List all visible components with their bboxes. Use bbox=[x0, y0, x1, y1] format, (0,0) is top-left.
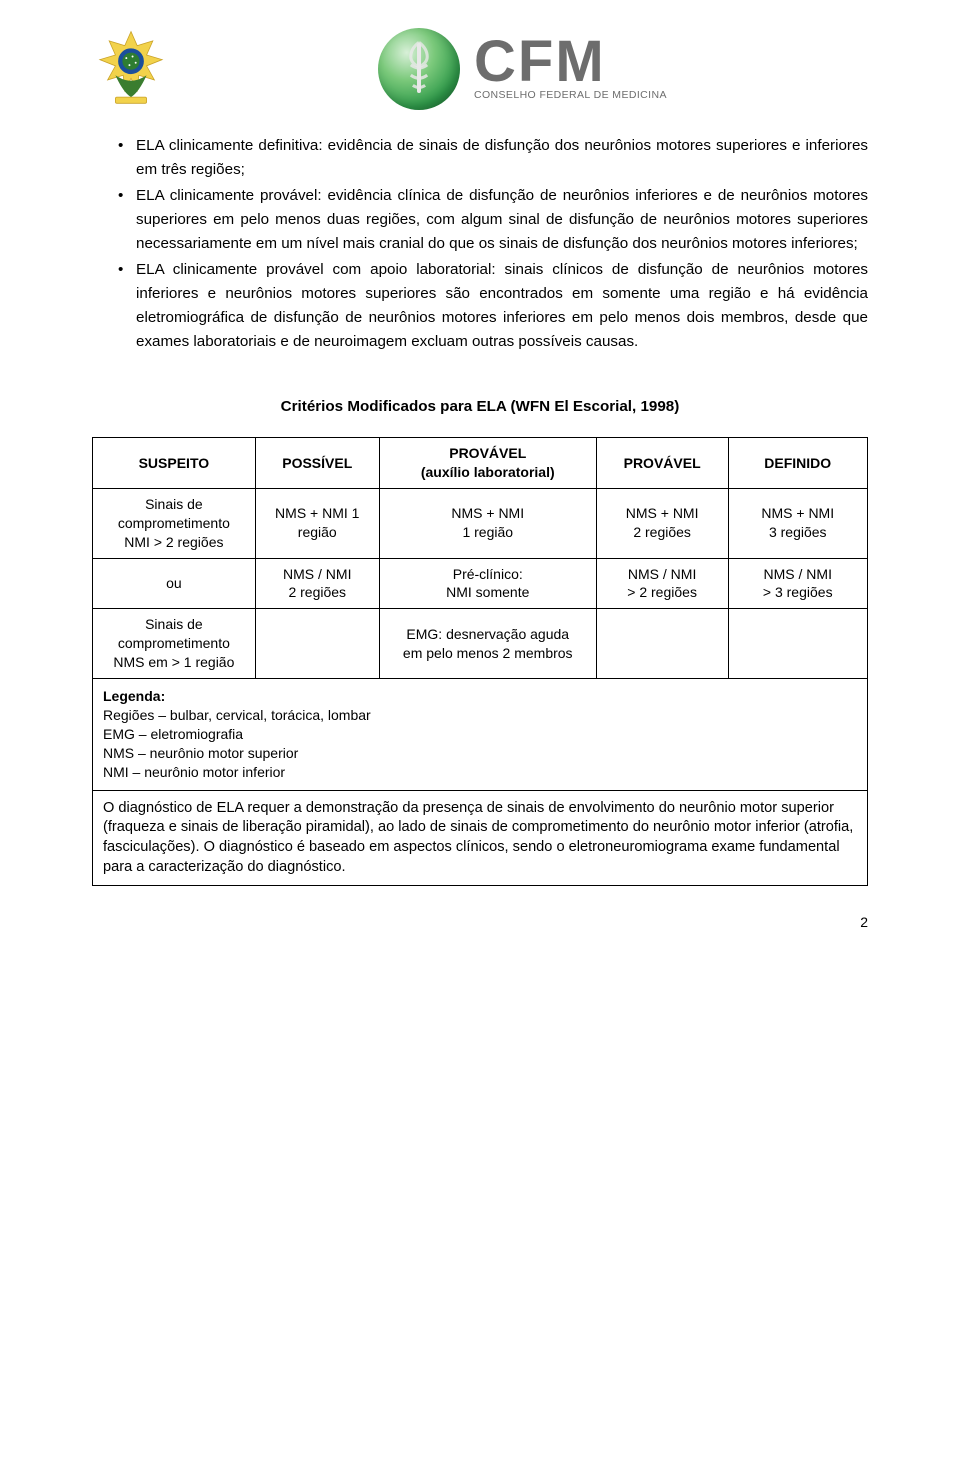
cell-empty bbox=[255, 609, 379, 679]
header: CFM CONSELHO FEDERAL DE MEDICINA bbox=[92, 28, 868, 110]
cell: NMS + NMI 3 regiões bbox=[728, 488, 868, 558]
cell-line: comprometimento bbox=[118, 515, 230, 531]
cell-line: > 3 regiões bbox=[763, 584, 833, 600]
col-header: SUSPEITO bbox=[93, 438, 256, 489]
legend-line: EMG – eletromiografia bbox=[103, 725, 857, 744]
bullet-item: ELA clinicamente definitiva: evidência d… bbox=[136, 134, 868, 182]
cell-line: NMI > 2 regiões bbox=[124, 534, 223, 550]
table-row: Sinais de comprometimento NMS em > 1 reg… bbox=[93, 609, 868, 679]
cfm-text: CFM CONSELHO FEDERAL DE MEDICINA bbox=[474, 37, 667, 101]
page-number: 2 bbox=[92, 914, 868, 930]
table-row: Sinais de comprometimento NMI > 2 regiõe… bbox=[93, 488, 868, 558]
cell: NMS + NMI 1 região bbox=[255, 488, 379, 558]
cell-line: 2 regiões bbox=[288, 584, 346, 600]
table-row: ou NMS / NMI 2 regiões Pré-clínico: NMI … bbox=[93, 558, 868, 609]
criteria-table: SUSPEITO POSSÍVEL PROVÁVEL (auxílio labo… bbox=[92, 437, 868, 886]
col-header: DEFINIDO bbox=[728, 438, 868, 489]
cell-line: NMS + NMI bbox=[626, 505, 699, 521]
cell-line: NMS + NMI bbox=[451, 505, 524, 521]
cfm-subtitle: CONSELHO FEDERAL DE MEDICINA bbox=[474, 89, 667, 101]
cell-line: Pré-clínico: bbox=[453, 566, 523, 582]
cell: NMS / NMI > 2 regiões bbox=[596, 558, 728, 609]
cell: NMS + NMI 2 regiões bbox=[596, 488, 728, 558]
table-row: O diagnóstico de ELA requer a demonstraç… bbox=[93, 790, 868, 886]
footnote-cell: O diagnóstico de ELA requer a demonstraç… bbox=[93, 790, 868, 886]
cell-line: Sinais de bbox=[145, 616, 203, 632]
cell-line: região bbox=[298, 524, 337, 540]
cell-empty bbox=[728, 609, 868, 679]
col-header-line: PROVÁVEL bbox=[449, 445, 526, 461]
cell-line: NMI somente bbox=[446, 584, 529, 600]
cell: NMS / NMI > 3 regiões bbox=[728, 558, 868, 609]
col-header: PROVÁVEL bbox=[596, 438, 728, 489]
legend-cell: Legenda: Regiões – bulbar, cervical, tor… bbox=[93, 679, 868, 790]
legend-title: Legenda: bbox=[103, 688, 165, 704]
cell-line: Sinais de bbox=[145, 496, 203, 512]
cell: EMG: desnervação aguda em pelo menos 2 m… bbox=[379, 609, 596, 679]
cell-line: NMS em > 1 região bbox=[113, 654, 234, 670]
cell-line: EMG: desnervação aguda bbox=[406, 626, 569, 642]
brazil-coat-of-arms-icon bbox=[92, 30, 170, 108]
cell: Sinais de comprometimento NMS em > 1 reg… bbox=[93, 609, 256, 679]
cell-line: NMS / NMI bbox=[628, 566, 696, 582]
cell-line: 3 regiões bbox=[769, 524, 827, 540]
bullet-item: ELA clinicamente provável: evidência clí… bbox=[136, 184, 868, 256]
table-row: Legenda: Regiões – bulbar, cervical, tor… bbox=[93, 679, 868, 790]
col-header-line: (auxílio laboratorial) bbox=[421, 464, 555, 480]
cell-line: 1 região bbox=[462, 524, 513, 540]
cell-line: NMS + NMI bbox=[761, 505, 834, 521]
cell-line: NMS / NMI bbox=[764, 566, 832, 582]
cell-line: 2 regiões bbox=[633, 524, 691, 540]
cfm-emblem-icon bbox=[378, 28, 460, 110]
page: CFM CONSELHO FEDERAL DE MEDICINA ELA cli… bbox=[0, 0, 960, 970]
cell: NMS + NMI 1 região bbox=[379, 488, 596, 558]
cell: NMS / NMI 2 regiões bbox=[255, 558, 379, 609]
cfm-title: CFM bbox=[474, 37, 667, 86]
col-header: POSSÍVEL bbox=[255, 438, 379, 489]
cell: Pré-clínico: NMI somente bbox=[379, 558, 596, 609]
col-header: PROVÁVEL (auxílio laboratorial) bbox=[379, 438, 596, 489]
cell-line: > 2 regiões bbox=[627, 584, 697, 600]
cell-empty bbox=[596, 609, 728, 679]
legend-line: NMI – neurônio motor inferior bbox=[103, 763, 857, 782]
cfm-logo-block: CFM CONSELHO FEDERAL DE MEDICINA bbox=[378, 28, 667, 110]
cell-line: NMS + NMI 1 bbox=[275, 505, 359, 521]
legend-line: Regiões – bulbar, cervical, torácica, lo… bbox=[103, 706, 857, 725]
table-row: SUSPEITO POSSÍVEL PROVÁVEL (auxílio labo… bbox=[93, 438, 868, 489]
cell-line: em pelo menos 2 membros bbox=[403, 645, 573, 661]
legend-line: NMS – neurônio motor superior bbox=[103, 744, 857, 763]
cell: Sinais de comprometimento NMI > 2 regiõe… bbox=[93, 488, 256, 558]
cell-line: comprometimento bbox=[118, 635, 230, 651]
cell-line: NMS / NMI bbox=[283, 566, 351, 582]
cell: ou bbox=[93, 558, 256, 609]
bullet-item: ELA clinicamente provável com apoio labo… bbox=[136, 258, 868, 354]
bullet-list: ELA clinicamente definitiva: evidência d… bbox=[92, 134, 868, 354]
section-title: Critérios Modificados para ELA (WFN El E… bbox=[92, 398, 868, 415]
